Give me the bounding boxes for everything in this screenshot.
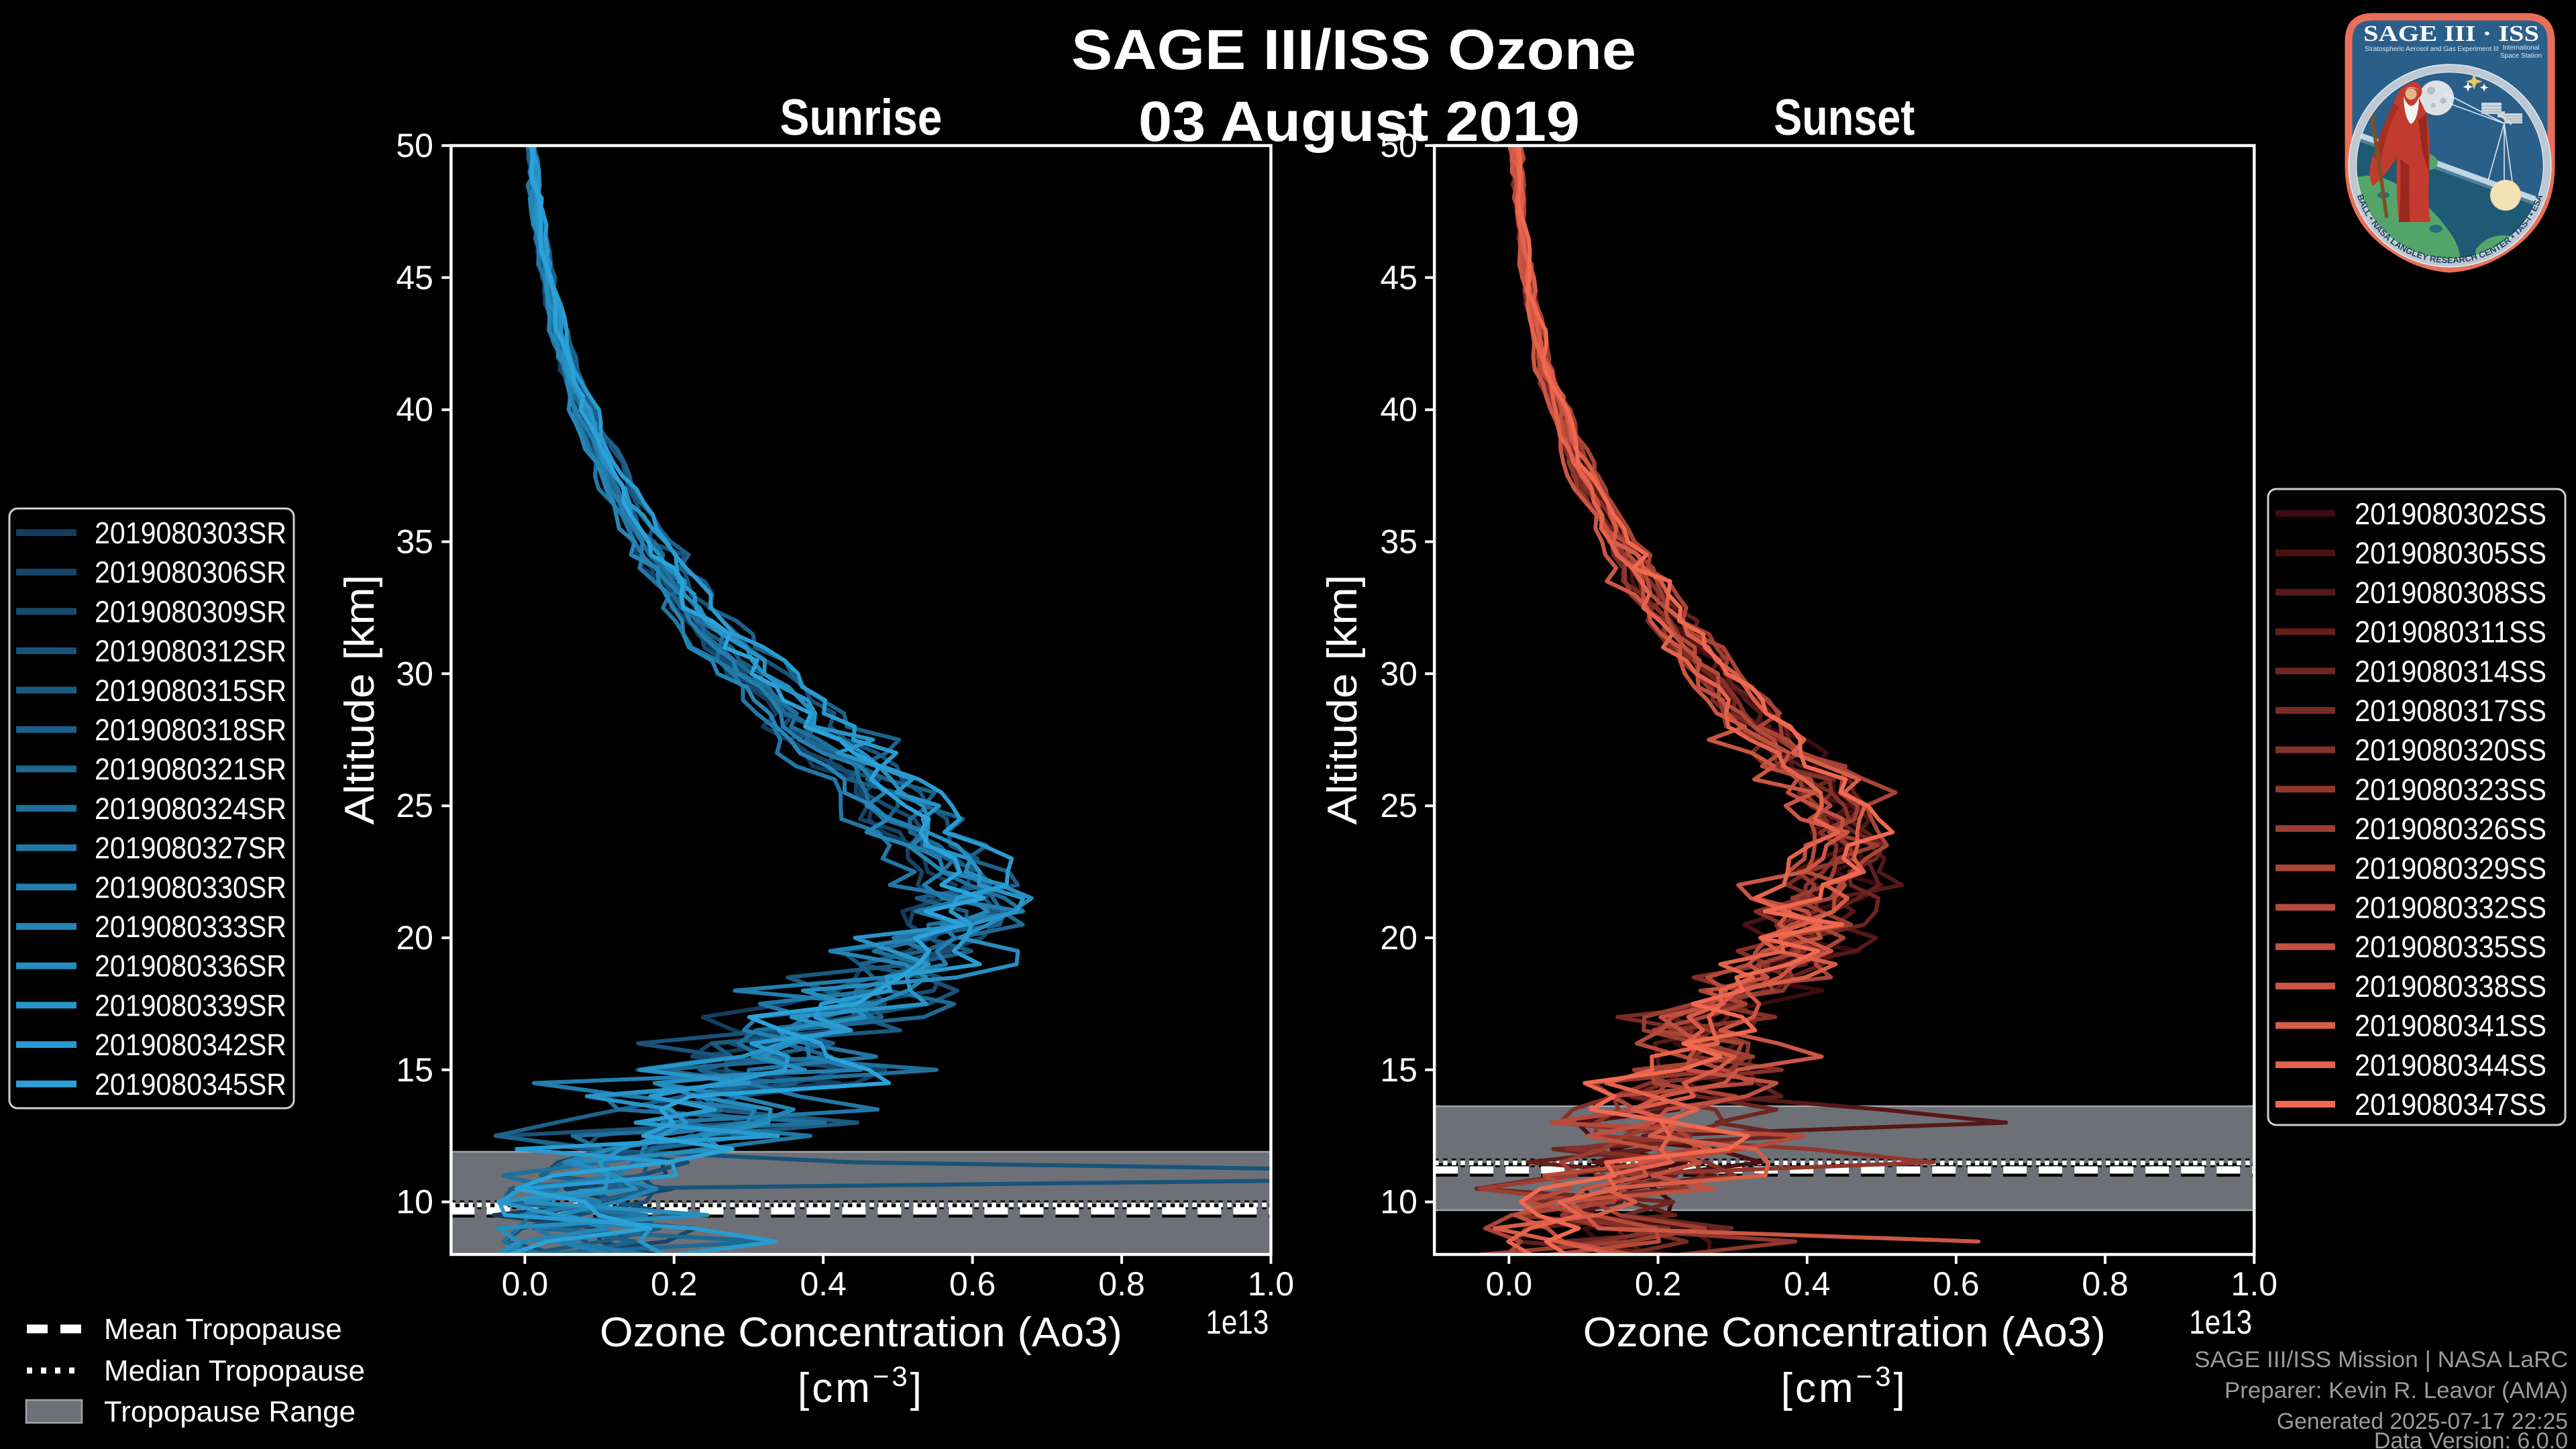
svg-text:50: 50 [396,127,433,164]
svg-text:15: 15 [396,1051,433,1089]
svg-text:Ozone Concentration (Ao3): Ozone Concentration (Ao3) [1583,1309,2106,1356]
svg-text:20: 20 [396,919,433,957]
svg-text:0.0: 0.0 [502,1265,549,1303]
svg-text:40: 40 [1380,391,1417,429]
svg-text:2019080336SR: 2019080336SR [95,949,286,983]
svg-text:25: 25 [396,787,433,824]
svg-text:1e13: 1e13 [2189,1303,2252,1341]
svg-text:Generated 2025-07-17 22:25: Generated 2025-07-17 22:25 [2277,1409,2568,1434]
svg-text:45: 45 [1380,259,1417,297]
svg-text:SAGE III/ISS Ozone: SAGE III/ISS Ozone [1071,18,1636,81]
svg-text:2019080342SR: 2019080342SR [95,1028,286,1062]
svg-text:2019080344SS: 2019080344SS [2355,1048,2546,1082]
svg-text:15: 15 [1380,1051,1417,1089]
svg-text:2019080330SR: 2019080330SR [95,870,286,904]
svg-text:1e13: 1e13 [1205,1303,1269,1341]
svg-text:SAGE III/ISS Mission | NASA La: SAGE III/ISS Mission | NASA LaRC [2194,1347,2568,1373]
svg-text:0.6: 0.6 [1933,1265,1980,1303]
svg-text:2019080306SR: 2019080306SR [95,555,286,590]
svg-text:Sunset: Sunset [1774,89,1915,146]
svg-text:2019080312SR: 2019080312SR [95,634,286,668]
svg-text:0.2: 0.2 [1635,1265,1682,1303]
svg-text:1.0: 1.0 [1248,1265,1295,1303]
svg-text:0.6: 0.6 [949,1265,996,1303]
svg-text:2019080341SS: 2019080341SS [2355,1009,2546,1043]
svg-text:0.8: 0.8 [1098,1265,1145,1303]
svg-text:2019080305SS: 2019080305SS [2355,536,2546,570]
svg-text:35: 35 [1380,523,1417,561]
svg-text:Median Tropopause: Median Tropopause [104,1354,365,1387]
svg-text:2019080303SR: 2019080303SR [95,516,286,550]
svg-text:45: 45 [396,259,433,297]
svg-text:0.0: 0.0 [1486,1265,1533,1303]
svg-text:Preparer: Kevin R. Leavor (AMA: Preparer: Kevin R. Leavor (AMA) [2224,1378,2568,1403]
svg-text:2019080347SS: 2019080347SS [2355,1087,2546,1122]
svg-text:30: 30 [1380,655,1417,692]
svg-text:40: 40 [396,391,433,429]
svg-text:2019080339SR: 2019080339SR [95,988,286,1022]
svg-text:2019080308SS: 2019080308SS [2355,576,2546,610]
svg-text:1.0: 1.0 [2231,1265,2278,1303]
svg-text:2019080333SR: 2019080333SR [95,910,286,944]
svg-text:2019080324SR: 2019080324SR [95,792,286,826]
svg-text:Stratospheric Aerosol and Gas: Stratospheric Aerosol and Gas Experiment… [2365,46,2499,53]
svg-text:20: 20 [1380,919,1417,957]
svg-text:03 August 2019: 03 August 2019 [1138,90,1580,153]
svg-text:30: 30 [396,655,433,692]
svg-text:2019080345SR: 2019080345SR [95,1067,286,1102]
svg-text:Tropopause Range: Tropopause Range [104,1395,356,1428]
svg-text:Ozone Concentration (Ao3): Ozone Concentration (Ao3) [600,1309,1122,1356]
svg-text:SAGE III · ISS: SAGE III · ISS [2363,21,2539,46]
svg-text:25: 25 [1380,787,1417,824]
svg-text:2019080318SR: 2019080318SR [95,713,286,747]
svg-text:[cm−3]: [cm−3] [798,1360,924,1411]
svg-text:2019080321SR: 2019080321SR [95,752,286,786]
svg-text:2019080311SS: 2019080311SS [2355,615,2546,649]
svg-text:0.4: 0.4 [1784,1265,1831,1303]
svg-text:Altitude [km]: Altitude [km] [337,575,383,825]
svg-text:Space Station: Space Station [2500,52,2542,60]
svg-text:0.4: 0.4 [800,1265,847,1303]
svg-text:0.8: 0.8 [2082,1265,2129,1303]
svg-text:50: 50 [1380,127,1417,164]
svg-text:2019080302SS: 2019080302SS [2355,497,2546,531]
svg-text:2019080317SS: 2019080317SS [2355,694,2546,728]
svg-text:35: 35 [396,523,433,561]
svg-text:2019080315SR: 2019080315SR [95,674,286,708]
svg-text:2019080329SS: 2019080329SS [2355,851,2546,885]
svg-text:2019080327SR: 2019080327SR [95,831,286,865]
svg-text:Altitude [km]: Altitude [km] [1320,575,1366,825]
svg-text:2019080332SS: 2019080332SS [2355,891,2546,925]
svg-text:Mean Tropopause: Mean Tropopause [104,1313,342,1346]
svg-text:0.2: 0.2 [651,1265,698,1303]
svg-text:2019080309SR: 2019080309SR [95,594,286,629]
svg-text:International: International [2502,44,2539,52]
svg-text:2019080338SS: 2019080338SS [2355,969,2546,1004]
svg-text:10: 10 [396,1183,433,1221]
svg-text:2019080326SS: 2019080326SS [2355,812,2546,846]
svg-text:10: 10 [1380,1183,1417,1221]
svg-text:2019080335SS: 2019080335SS [2355,930,2546,964]
svg-text:Data Version: 6.0.0: Data Version: 6.0.0 [2374,1428,2568,1449]
svg-text:2019080314SS: 2019080314SS [2355,654,2546,688]
svg-text:2019080323SS: 2019080323SS [2355,772,2546,806]
svg-text:Sunrise: Sunrise [780,89,943,146]
svg-text:2019080320SS: 2019080320SS [2355,733,2546,767]
